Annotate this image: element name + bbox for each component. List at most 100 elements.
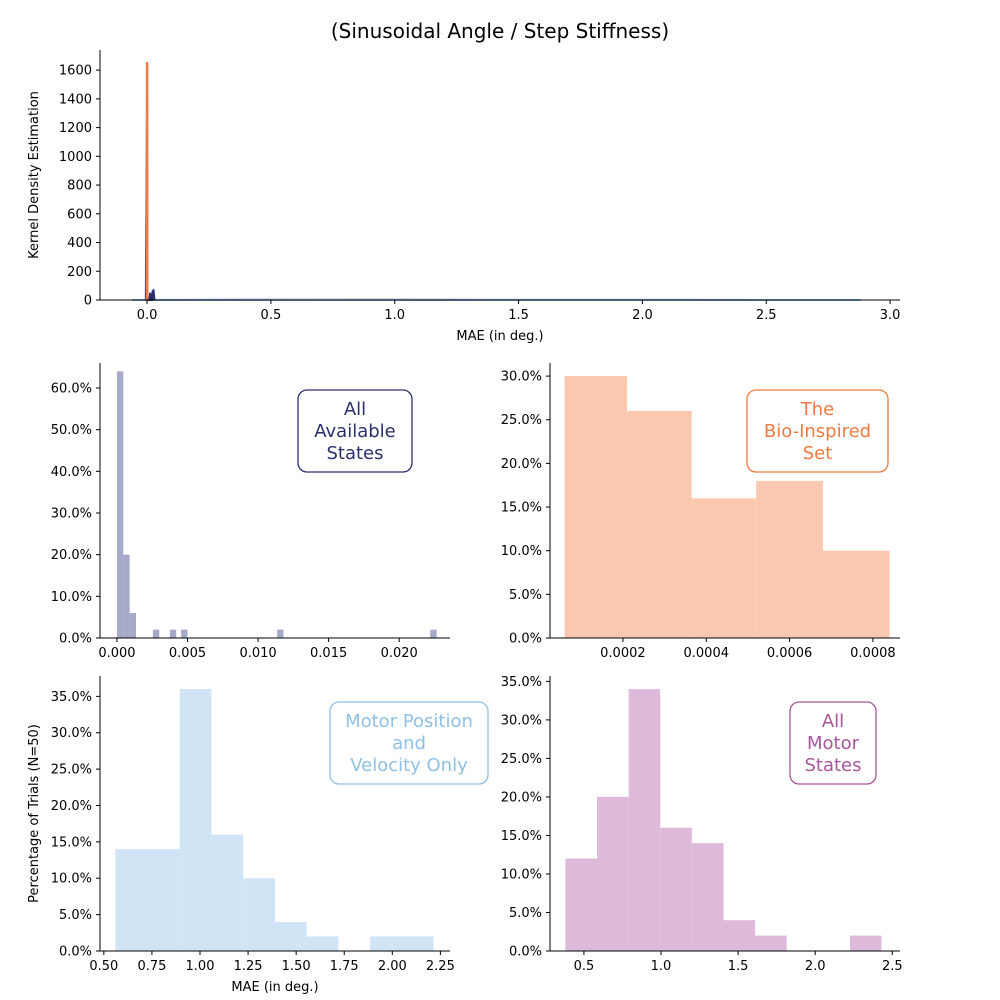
y-tick-label: 25.0% [501,413,542,428]
figure-title: (Sinusoidal Angle / Step Stiffness) [331,19,669,43]
y-tick-label: 40.0% [51,465,92,480]
hist-bar [179,689,212,951]
x-tick-label: 1.25 [234,959,263,974]
y-tick-label: 15.0% [501,501,542,516]
x-tick-label: 0.010 [239,646,276,661]
x-tick-label: 1.0 [651,959,672,974]
legend-label-line: All [822,711,844,732]
x-tick-label: 1.00 [186,959,215,974]
x-tick-label: 1.0 [384,308,405,323]
x-tick-label: 2.25 [426,959,455,974]
y-tick-label: 30.0% [501,713,542,728]
x-tick-label: 0.50 [89,959,118,974]
hist-bar [275,921,307,951]
hist-bar [849,935,882,951]
x-tick-label: 0.015 [310,646,347,661]
y-tick-label: 20.0% [501,790,542,805]
y-tick-label: 5.0% [509,588,542,603]
legend-label-line: All [344,399,366,420]
legend-label-line: States [804,755,861,776]
legend-label-line: The [800,399,834,420]
y-tick-label: 10.0% [51,590,92,605]
hist-bar [306,936,339,951]
y-tick-label: 600 [67,207,92,222]
x-tick-label: 0.0 [137,308,158,323]
legend-box [746,389,889,473]
x-tick-label: 0.0008 [850,646,896,661]
hist-bar [628,689,661,951]
hist-bar [243,878,275,951]
x-tick-label: 0.5 [574,959,595,974]
y-tick-label: 25.0% [501,752,542,767]
x-tick-label: 0.0004 [684,646,730,661]
y-tick-label: 10.0% [501,544,542,559]
x-tick-label: 1.50 [282,959,311,974]
hist-bar [691,498,757,638]
hist-bar [597,796,629,951]
hist-bar [565,858,598,951]
x-tick-label: 1.75 [330,959,359,974]
y-tick-label: 400 [67,236,92,251]
x-tick-label: 1.5 [728,959,749,974]
panel-kde: 0.0 0.5 1.0 1.5 2.0 2.5 3.0 0 200 400 600 800 1000 12… [27,50,900,344]
hist-bar [660,827,692,951]
x-tick-label: 2.00 [378,959,407,974]
hist-bar [370,936,434,951]
y-tick-label: 50.0% [51,423,92,438]
y-tick-label: 1200 [59,121,92,136]
x-tick-label: 3.0 [880,308,901,323]
legend-label-line: Motor [807,733,860,754]
x-tick-label: 0.005 [169,646,206,661]
legend-label-line: Available [314,421,395,442]
y-tick-label: 1400 [59,92,92,107]
x-tick-label: 2.5 [882,959,903,974]
hist-bar [169,629,177,638]
hist-bar [822,550,890,638]
x-tick-label: 0.0002 [600,646,646,661]
legend-box [297,389,413,473]
y-axis-label: Kernel Density Estimation [27,91,42,259]
y-tick-label: 0.0% [509,945,542,960]
y-tick-label: 35.0% [501,675,542,690]
x-tick-label: 0.5 [261,308,282,323]
x-tick-label: 0.75 [137,959,166,974]
y-tick-label: 5.0% [59,908,92,923]
legend-label-line: and [392,733,426,754]
y-tick-label: 15.0% [501,829,542,844]
y-tick-label: 20.0% [51,548,92,563]
legend-box [329,701,489,785]
hist-bar [723,920,756,951]
hist-bar [756,480,823,638]
y-tick-label: 25.0% [51,763,92,778]
x-tick-label: 2.0 [805,959,826,974]
hist-bar [755,935,787,951]
hist-bar [123,554,130,638]
hist-bar [430,629,437,638]
hist-bar [116,371,124,638]
x-axis-label: MAE (in deg.) [231,980,318,995]
hist-bar [564,376,628,638]
hist-bar [691,843,724,951]
y-tick-label: 20.0% [501,457,542,472]
hist-bar [181,629,188,638]
legend-label-line: States [326,443,383,464]
y-tick-label: 60.0% [51,382,92,397]
y-tick-label: 35.0% [51,690,92,705]
y-tick-label: 10.0% [501,867,542,882]
legend-label-line: Bio-Inspired [764,421,871,442]
y-tick-label: 0.0% [509,632,542,647]
x-tick-label: 0.020 [381,646,418,661]
hist-bar [211,834,244,951]
y-tick-label: 0.0% [59,632,92,647]
y-tick-label: 20.0% [51,799,92,814]
legend-label-line: Set [803,443,833,464]
y-tick-label: 30.0% [51,726,92,741]
hist-bar [129,613,136,638]
